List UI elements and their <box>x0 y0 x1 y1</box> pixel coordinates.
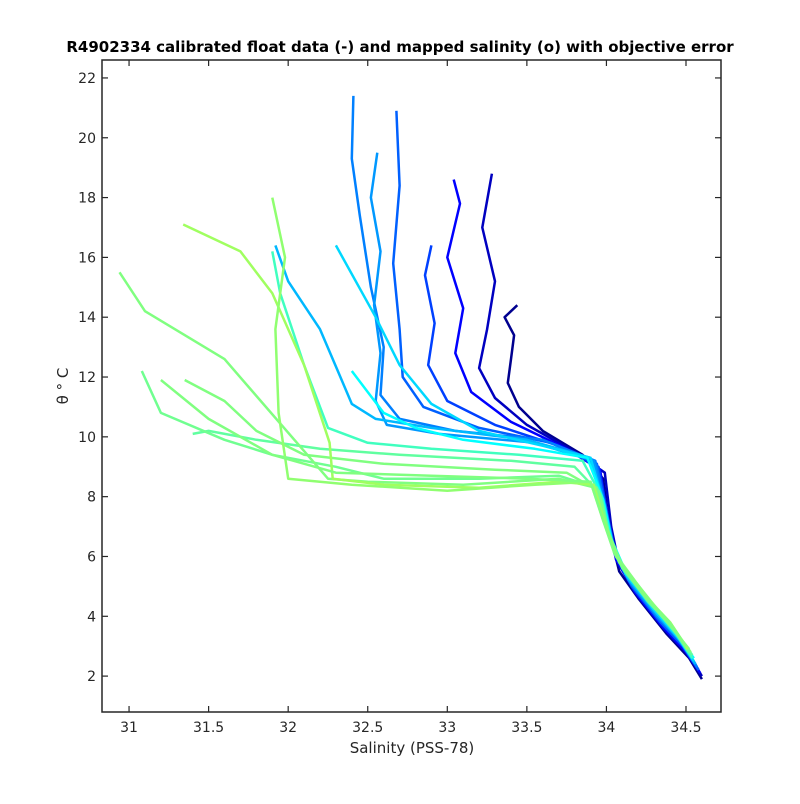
y-tick-label: 10 <box>78 430 96 446</box>
y-axis-label: θ ° C <box>54 368 72 405</box>
y-tick-label: 20 <box>78 131 96 147</box>
series-line-9 <box>334 244 695 662</box>
y-tick-label: 14 <box>78 310 96 326</box>
x-tick-label: 34 <box>598 720 616 736</box>
x-tick-label: 31.5 <box>193 720 224 736</box>
y-tick-label: 2 <box>87 669 96 685</box>
x-axis: 31 31.5 32 32.5 33 33.5 34 34.5 <box>120 60 702 736</box>
series-line-7 <box>369 152 697 665</box>
y-tick-label: 4 <box>87 609 96 625</box>
x-tick-label: 32.5 <box>352 720 383 736</box>
x-tick-label: 32 <box>279 720 297 736</box>
x-tick-label: 33.5 <box>511 720 542 736</box>
y-tick-label: 18 <box>78 191 96 207</box>
y-tick-label: 6 <box>87 549 96 565</box>
x-tick-label: 34.5 <box>670 720 701 736</box>
y-tick-label: 12 <box>78 370 96 386</box>
y-axis: 2 4 6 8 10 12 14 16 18 20 22 <box>78 71 721 685</box>
y-tick-label: 16 <box>78 250 96 266</box>
x-tick-label: 31 <box>120 720 138 736</box>
plot-frame <box>101 59 722 713</box>
x-tick-label: 33 <box>438 720 456 736</box>
x-axis-label: Salinity (PSS-78) <box>350 739 475 757</box>
series-layer <box>118 95 703 680</box>
chart-title: R4902334 calibrated float data (-) and m… <box>66 38 734 56</box>
y-tick-label: 22 <box>78 71 96 87</box>
series-line-18 <box>160 379 688 647</box>
y-tick-label: 8 <box>87 490 96 506</box>
